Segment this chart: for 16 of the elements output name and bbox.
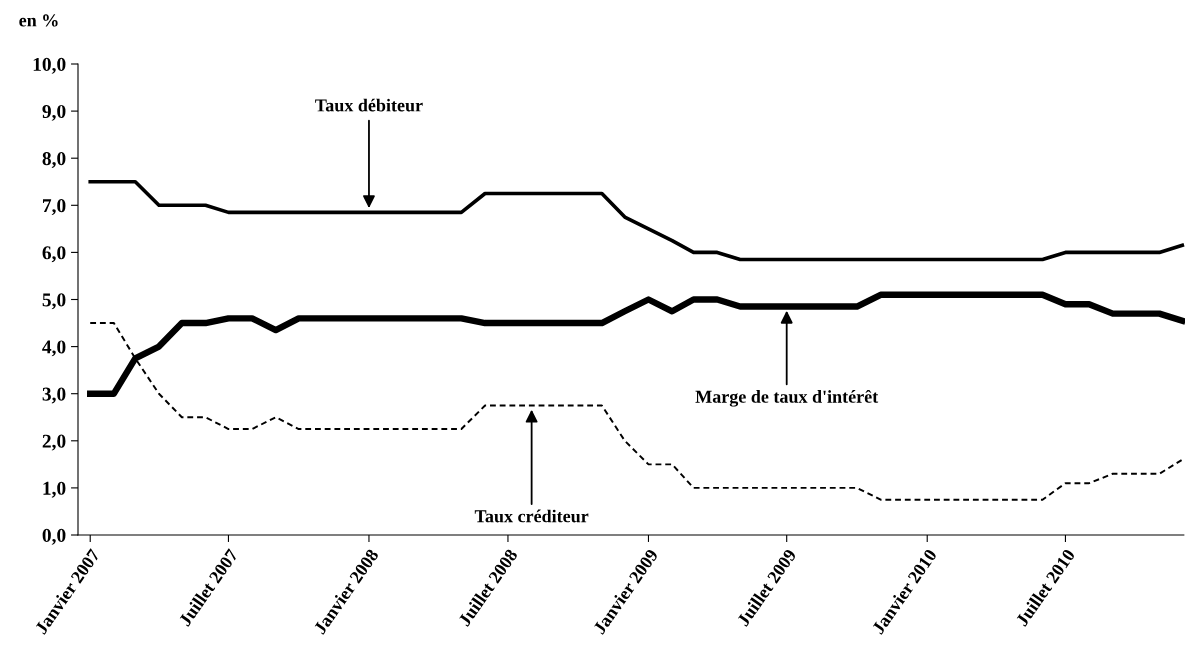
y-tick-label: 5,0 — [42, 293, 66, 310]
annotation: Marge de taux d'intérêt — [695, 389, 879, 407]
y-axis-title: en % — [19, 14, 58, 27]
y-tick-label: 7,0 — [43, 199, 66, 216]
line-series — [88, 179, 1185, 262]
y-tick-label: 9,0 — [42, 104, 66, 121]
annotation: Taux créditeur — [474, 509, 589, 523]
y-tick-label: 3,0 — [42, 387, 66, 404]
y-tick-label: 4,0 — [42, 340, 66, 357]
y-tick-label: 8,0 — [42, 152, 66, 168]
y-tick-label: 0,0 — [42, 528, 66, 545]
y-tick-label: 10,0 — [33, 57, 66, 74]
y-tick-label: 1,0 — [43, 481, 66, 498]
annotation: Taux débiteur — [315, 98, 423, 112]
y-tick-label: 2,0 — [42, 434, 66, 451]
y-tick-label: 6,0 — [42, 246, 66, 263]
